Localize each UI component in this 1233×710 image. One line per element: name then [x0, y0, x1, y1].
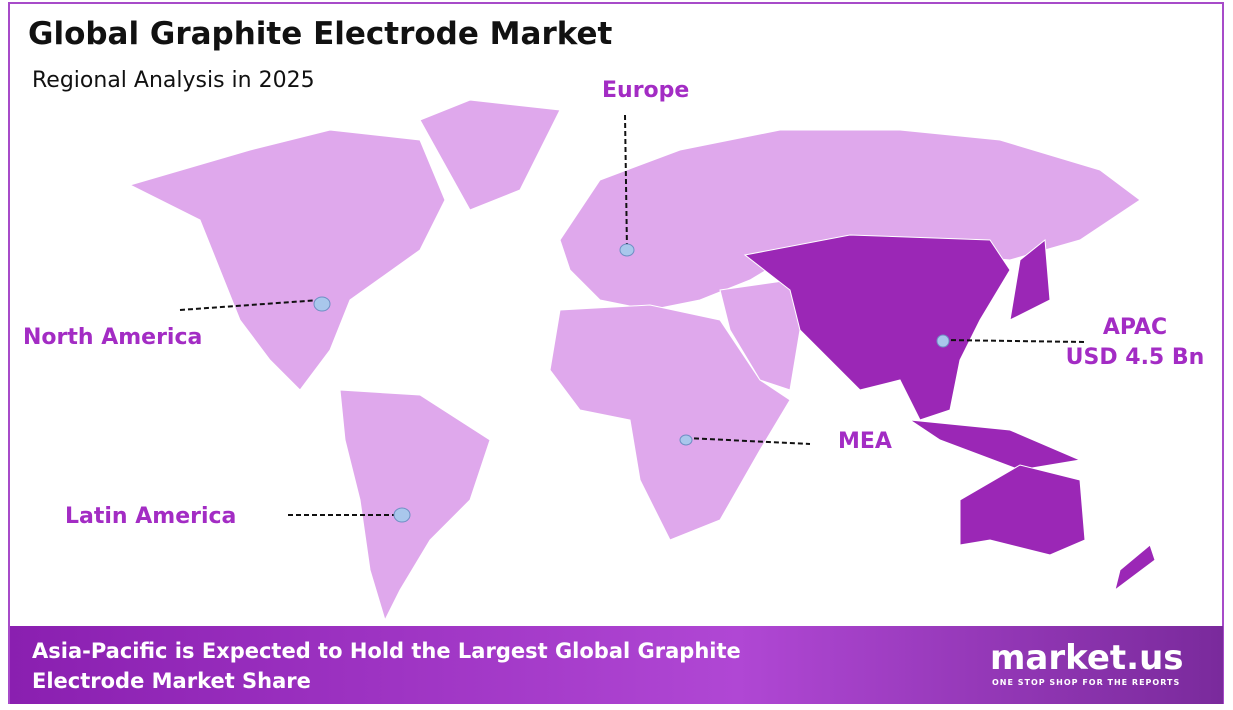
title: Global Graphite Electrode Market [28, 16, 613, 52]
region-label: Latin America [65, 504, 236, 529]
tagline: ONE STOP SHOP FOR THE REPORTS [992, 678, 1181, 687]
leaders [179, 114, 1086, 516]
region-label: APAC [1103, 315, 1167, 340]
region-label: MEA [838, 429, 892, 454]
apac-land [743, 234, 1156, 592]
subtitle: Regional Analysis in 2025 [32, 68, 315, 93]
markers [313, 243, 950, 523]
footer: Asia-Pacific is Expected to Hold the Lar… [10, 626, 1223, 704]
footer-text: Asia-Pacific is Expected to Hold the Lar… [32, 639, 741, 693]
region-label: Europe [602, 78, 689, 103]
region-value: USD 4.5 Bn [1066, 345, 1205, 370]
region-label: North America [23, 325, 202, 350]
brand: market.us [990, 638, 1184, 678]
land [128, 99, 1141, 622]
